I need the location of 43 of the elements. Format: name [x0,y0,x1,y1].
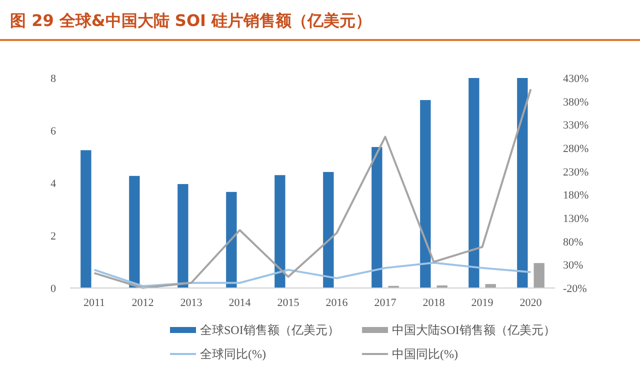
line-series [93,88,532,289]
y2-tick-label: 230% [563,166,589,178]
y-tick-label: 0 [50,283,56,295]
bar [274,175,286,288]
x-tick-label: 2012 [132,297,154,309]
x-tick-label: 2018 [422,297,446,309]
bar [420,100,431,288]
bar [468,78,480,288]
x-tick-label: 2011 [83,297,106,309]
y2-tick-label: -20% [563,283,587,295]
legend-label: 中国同比(%) [392,347,458,361]
x-tick-label: 2014 [228,297,252,309]
y2-tick-label: 80% [563,236,584,248]
y2-tick-label: 330% [563,120,589,132]
bar [226,192,237,288]
y2-tick-label: 280% [563,143,589,155]
y2-tick-label: 380% [563,96,589,108]
x-tick-label: 2017 [374,297,397,309]
bar [129,176,140,288]
bar [372,147,382,288]
bar [534,263,544,288]
y2-tick-label: 180% [563,190,589,202]
line-series [93,262,532,288]
chart-title: 图 29 全球&中国大陆 SOI 硅片销售额（亿美元） [10,11,372,30]
legend-label: 中国大陆SOI销售额（亿美元） [392,323,556,337]
legend-label: 全球同比(%) [200,347,266,361]
bar [80,150,92,288]
y-tick-label: 6 [50,126,56,138]
y-tick-label: 8 [50,73,56,85]
y2-tick-label: 30% [563,260,584,272]
y2-tick-label: 430% [563,73,589,85]
x-tick-label: 2015 [277,297,300,309]
bar [517,78,528,288]
x-tick-label: 2020 [520,297,542,309]
y-tick-label: 4 [50,178,56,190]
y2-tick-label: 130% [563,213,589,225]
x-tick-label: 2016 [326,297,348,309]
y-tick-label: 2 [50,230,56,242]
legend-label: 全球SOI销售额（亿美元） [200,323,340,337]
bar [178,184,188,288]
bar [323,172,334,288]
x-tick-label: 2013 [180,297,203,309]
x-tick-label: 2019 [471,297,494,309]
